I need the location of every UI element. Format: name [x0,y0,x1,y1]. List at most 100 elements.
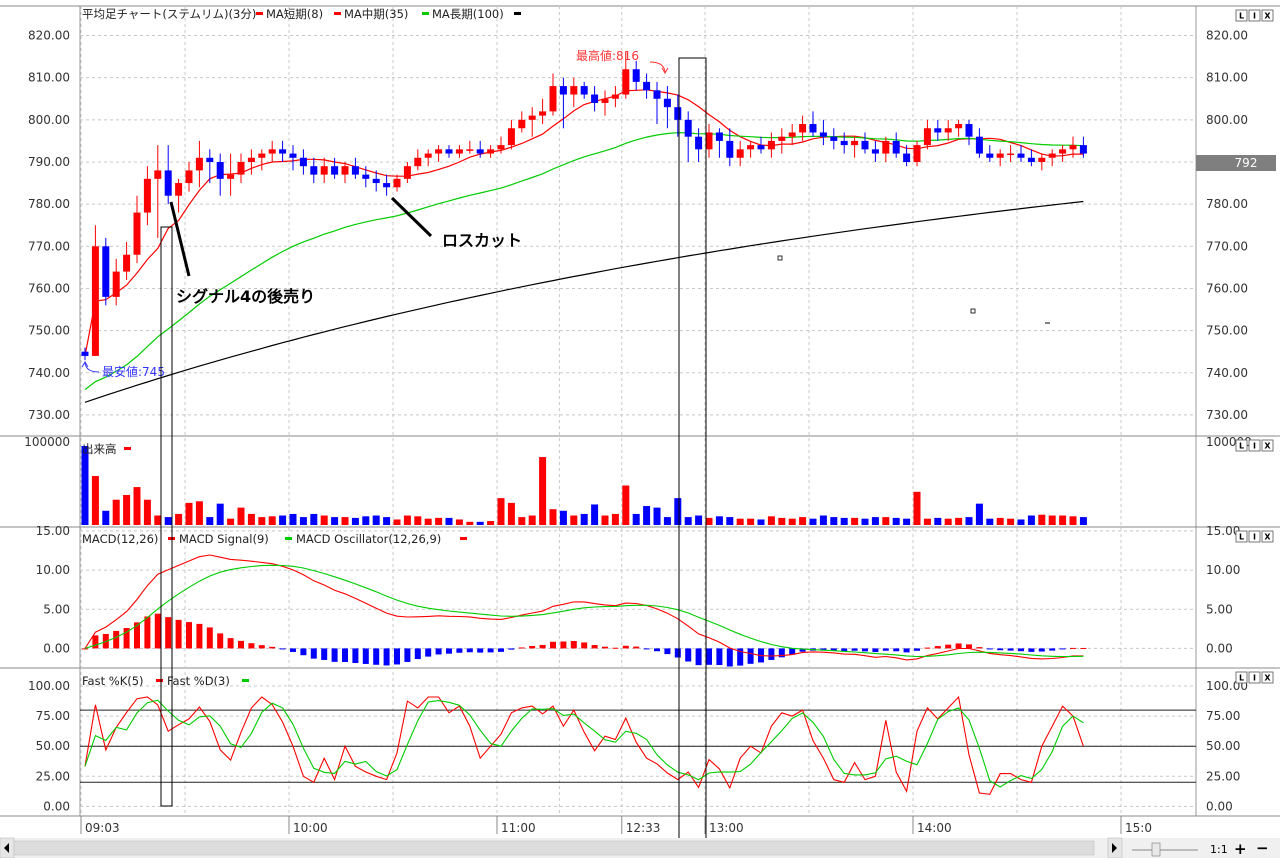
candle-body [268,149,276,154]
macd-histogram-bar [300,648,307,656]
candle-body [1017,153,1025,158]
volume-bar [310,513,318,525]
stoch-tick-right: 75.00 [1206,709,1240,723]
signal-box [160,226,173,807]
scroll-left-icon [4,843,9,853]
candle-body [341,166,349,175]
macd-tick-left: 10.00 [36,563,70,577]
candle-body [424,153,432,158]
candle-body [164,170,172,196]
macd-histogram-bar [643,648,650,650]
volume-bar [601,515,609,525]
panel-button-label: X [1264,12,1271,21]
scrollbar[interactable]: 1:1 + − [0,837,1280,858]
macd-histogram-bar [373,648,380,665]
volume-bar [206,517,214,525]
candle-body [591,94,599,103]
volume-bar [143,499,151,525]
volume-bar [268,516,276,525]
macd-histogram-bar [352,648,359,663]
macd-histogram-bar [92,635,99,649]
volume-bar [227,518,235,525]
candle-body [788,132,796,137]
legend-macd: MACD(12,26) [82,532,158,546]
volume-bar [1007,518,1015,525]
volume-bar [757,519,765,525]
price-tick-right: 740.00 [1206,366,1248,380]
macd-histogram-bar [1049,648,1056,651]
stoch-legend: Fast %K(5) Fast %D(3) [82,674,249,688]
volume-bar [1027,515,1035,525]
panel-button-label: I [1253,674,1256,683]
macd-histogram-bar [144,616,151,649]
candle-body [705,132,713,150]
panel-buttons[interactable]: L I XL I XL I XL I X [1235,9,1274,684]
panel-button-label: X [1264,533,1271,542]
volume-bar [393,519,401,525]
price-tick-right: 760.00 [1206,281,1248,295]
price-tick-left: 740.00 [28,366,70,380]
panel-button [1248,530,1261,543]
macd-tick-right: 10.00 [1206,563,1240,577]
volume-bar [383,517,391,525]
stoch-tick-left: 100.00 [28,679,70,693]
volume-bar [299,517,307,525]
macd-histogram-bar [934,646,941,649]
zoom-slider-handle [1151,842,1161,857]
panel-button-label: I [1253,442,1256,451]
zoom-out-icon: − [1256,839,1269,857]
macd-histogram-bar [518,647,525,649]
candle-body [643,81,651,91]
volume-bar [1038,514,1046,525]
legend-macd-signal: MACD Signal(9) [179,532,269,546]
candle-body [123,254,131,272]
macd-histogram-bar [622,645,629,649]
volume-bar [81,446,89,525]
panel-button [1261,530,1274,543]
annotations: 最高値:816 最安値:745 シグナル4の後売り ロスカット [81,48,1050,848]
price-tick-right: 770.00 [1206,239,1248,253]
candle-body [684,119,692,137]
price-tick-left: 760.00 [28,281,70,295]
macd-histogram-bar [165,617,172,649]
macd-histogram-bar [487,648,494,653]
macd-histogram-bar [893,648,900,652]
stop-label: ロスカット [442,231,522,250]
volume-bar [788,518,796,525]
macd-histogram-bar [914,648,920,651]
candle-body [778,136,786,141]
candle-body [913,145,921,162]
macd-tick-left: 5.00 [43,602,70,616]
legend-fast-d: Fast %D(3) [167,674,230,688]
volume-bar [643,506,651,525]
volume-bar [913,491,921,525]
macd-histogram-bar [591,645,598,649]
volume-bar [570,515,578,525]
volume-bar [247,513,255,525]
macd-histogram-bar [258,645,265,649]
macd-histogram-bar [1028,648,1035,652]
time-label: 09:03 [85,821,120,835]
volume-bar [185,502,193,525]
volume-bar [705,517,713,525]
zoom-scale: 1:1 [1210,843,1228,856]
macd-histogram-bar [248,643,255,649]
candle-body [383,183,391,188]
candle-body [91,246,99,356]
macd-histogram-bar [612,647,619,649]
volume-bar [778,517,786,525]
volume-bar [809,518,817,525]
candle-body [580,86,588,95]
candle-body [154,170,162,179]
macd-tick-right: 15.00 [1206,524,1240,538]
stoch-tick-left: 0.00 [43,799,70,813]
macd-histogram-bar [1080,647,1087,649]
macd-histogram-bar [924,647,931,649]
candle-body [476,149,484,154]
volume-bar [653,507,661,525]
macd-histogram-bar [882,648,889,651]
candle-body [861,140,869,150]
candle-body [539,111,547,116]
price-tick-right: 800.00 [1206,113,1248,127]
